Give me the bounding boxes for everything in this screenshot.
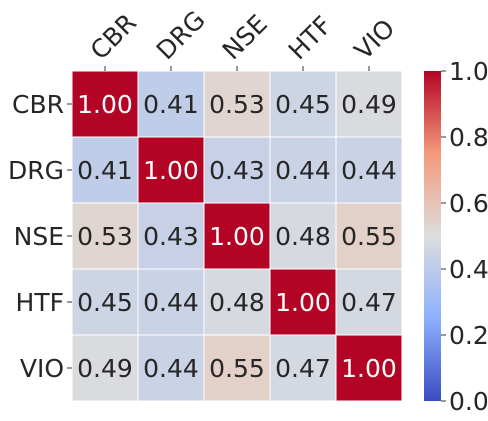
cell-value-label: 0.43 [209,156,265,185]
cell-value-label: 0.45 [275,90,331,119]
cell-value-label: 0.53 [77,222,133,251]
colorbar-tick-label: 0.6 [449,189,488,218]
heatmap-cell-nse-drg [137,202,205,270]
heatmap-cell-htf-drg [137,268,205,336]
cell-value-label: 0.55 [209,354,265,383]
y-tick-label-vio: VIO [20,354,64,383]
cell-value-label: 1.00 [143,156,199,185]
cell-value-label: 0.47 [341,288,397,317]
x-tick-label-htf: HTF [283,10,338,65]
heatmap-cells [71,70,403,402]
x-tick-label-vio: VIO [349,14,401,66]
cell-value-label: 0.44 [143,288,199,317]
cell-value-label: 0.48 [275,222,331,251]
cell-value-label: 1.00 [209,222,265,251]
heatmap-cell-nse-vio [335,202,403,270]
colorbar-gradient [424,71,441,401]
heatmap-annotations: 1.00 0.41 0.53 0.45 0.49 0.41 1.00 0.43 0.44 0.44… [77,90,397,383]
colorbar: 0.0 0.2 0.4 0.6 0.8 1.0 [424,57,488,416]
cell-value-label: 0.44 [341,156,397,185]
x-tick-label-drg: DRG [151,5,211,65]
heatmap-cell-drg-vio [335,136,403,204]
heatmap-cell-vio-drg [137,334,205,402]
x-tick-label-nse: NSE [217,9,273,65]
y-tick-label-nse: NSE [14,222,64,251]
x-tick-label-cbr: CBR [85,8,142,65]
cell-value-label: 0.43 [143,222,199,251]
colorbar-tick-label: 0.4 [449,255,488,284]
heatmap-cell-cbr-drg [137,70,205,138]
cell-value-label: 0.41 [77,156,133,185]
heatmap-cell-nse-htf [269,202,337,270]
colorbar-tick-label: 1.0 [449,57,488,86]
cell-value-label: 0.45 [77,288,133,317]
heatmap-cell-htf-vio [335,268,403,336]
heatmap-cell-drg-nse [203,136,271,204]
cell-value-label: 0.44 [143,354,199,383]
cell-value-label: 0.41 [143,90,199,119]
y-tick-label-htf: HTF [16,288,64,317]
cell-value-label: 0.55 [341,222,397,251]
heatmap-cell-htf-htf [269,268,337,336]
cell-value-label: 0.49 [341,90,397,119]
cell-value-label: 1.00 [341,354,397,383]
cell-value-label: 0.53 [209,90,265,119]
heatmap-cell-vio-nse [203,334,271,402]
cell-value-label: 1.00 [77,90,133,119]
y-tick-label-drg: DRG [8,156,64,185]
cell-value-label: 0.49 [77,354,133,383]
heatmap-cell-cbr-cbr [71,70,139,138]
colorbar-tick-label: 0.0 [449,387,488,416]
heatmap-cell-htf-nse [203,268,271,336]
y-tick-label-cbr: CBR [12,90,64,119]
heatmap-cell-cbr-htf [269,70,337,138]
cell-value-label: 0.44 [275,156,331,185]
heatmap-cell-vio-vio [335,334,403,402]
x-axis-ticks: CBR DRG NSE HTF VIO [85,5,401,71]
cell-value-label: 1.00 [275,288,331,317]
colorbar-tick-label: 0.2 [449,321,488,350]
cell-value-label: 0.48 [209,288,265,317]
y-axis-ticks: CBR DRG NSE HTF VIO [8,90,72,383]
colorbar-tick-label: 0.8 [449,123,488,152]
heatmap-cell-vio-cbr [71,334,139,402]
cell-value-label: 0.47 [275,354,331,383]
